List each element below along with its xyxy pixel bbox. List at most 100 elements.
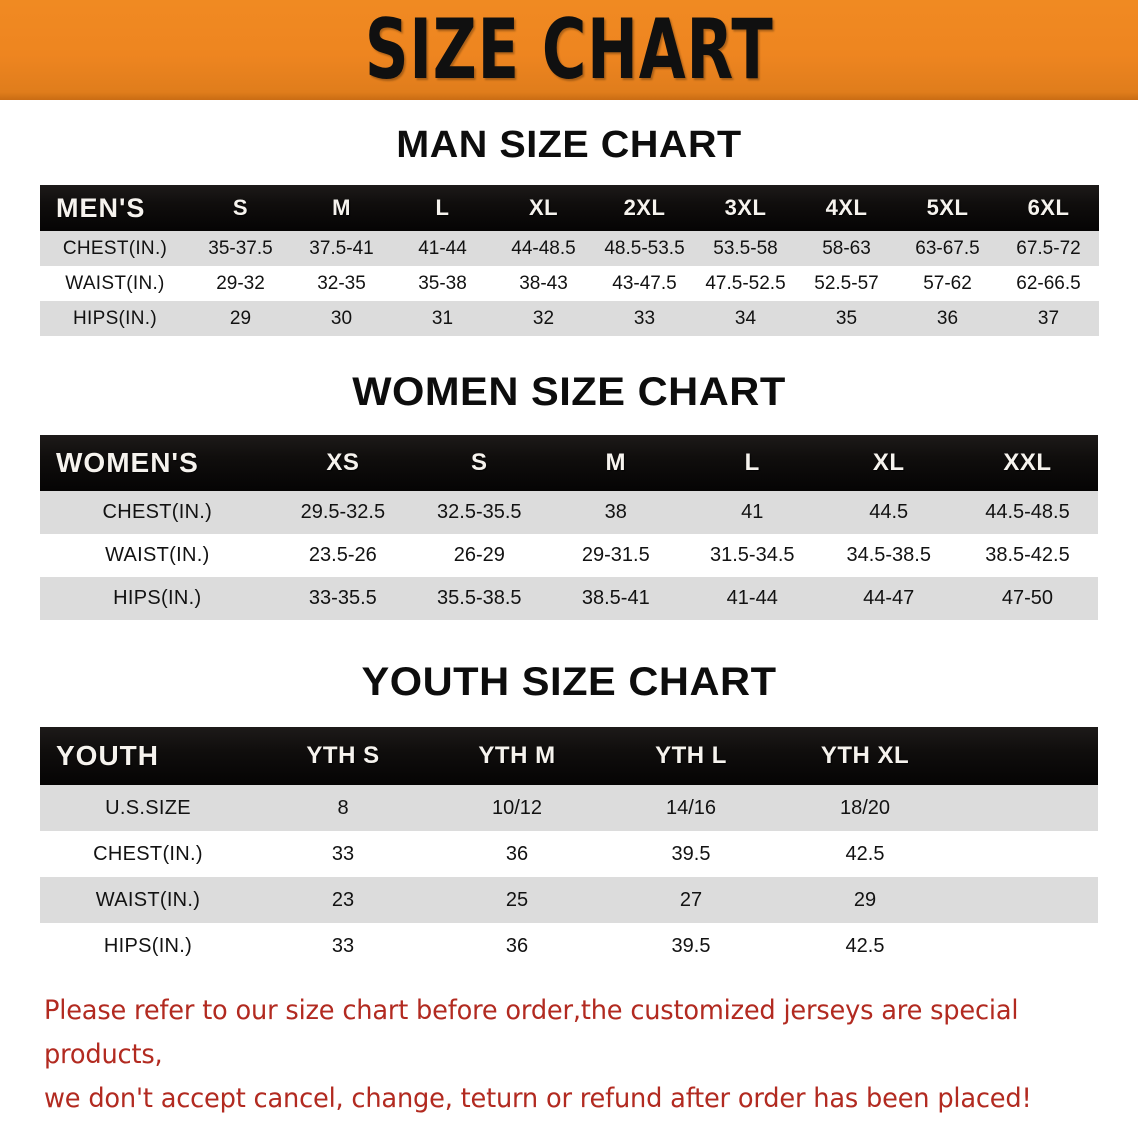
man-hips-s: 29 <box>190 301 291 336</box>
man-waist-5xl: 57-62 <box>897 266 998 301</box>
man-chest-2xl: 48.5-53.5 <box>594 231 695 266</box>
man-hips-l: 31 <box>392 301 493 336</box>
table-row: CHEST(IN.) 35-37.5 37.5-41 41-44 44-48.5… <box>40 231 1099 266</box>
youth-ussize-m: 10/12 <box>430 785 604 831</box>
table-row: WAIST(IN.) 23.5-26 26-29 29-31.5 31.5-34… <box>40 534 1098 577</box>
youth-row-filler <box>952 923 1098 969</box>
man-waist-l: 35-38 <box>392 266 493 301</box>
man-waist-xl: 38-43 <box>493 266 594 301</box>
women-table-header-row: WOMEN'S XS S M L XL XXL <box>40 435 1098 491</box>
man-hips-3xl: 34 <box>695 301 796 336</box>
youth-row-filler <box>952 785 1098 831</box>
women-chest-xxl: 44.5-48.5 <box>956 491 1098 534</box>
youth-ussize-s: 8 <box>256 785 430 831</box>
youth-hips-s: 33 <box>256 923 430 969</box>
women-waist-xl: 34.5-38.5 <box>820 534 957 577</box>
youth-row-label-hips: HIPS(IN.) <box>40 923 256 969</box>
youth-row-label-us-size: U.S.SIZE <box>40 785 256 831</box>
women-col-header-xl: XL <box>820 435 957 491</box>
youth-col-header-s: YTH S <box>256 727 430 785</box>
man-col-header-4xl: 4XL <box>796 185 897 231</box>
women-chest-l: 41 <box>684 491 821 534</box>
man-waist-3xl: 47.5-52.5 <box>695 266 796 301</box>
women-waist-xs: 23.5-26 <box>274 534 412 577</box>
women-corner-label: WOMEN'S <box>40 435 275 491</box>
table-row: WAIST(IN.) 29-32 32-35 35-38 38-43 43-47… <box>40 266 1099 301</box>
man-col-header-5xl: 5XL <box>897 185 998 231</box>
women-chest-xl: 44.5 <box>820 491 957 534</box>
women-chest-s: 32.5-35.5 <box>411 491 548 534</box>
man-col-header-6xl: 6XL <box>998 185 1099 231</box>
man-row-label-chest: CHEST(IN.) <box>40 231 190 266</box>
man-chest-5xl: 63-67.5 <box>897 231 998 266</box>
youth-section-title: YOUTH SIZE CHART <box>361 660 777 704</box>
table-row: HIPS(IN.) 29 30 31 32 33 34 35 36 37 <box>40 301 1099 336</box>
youth-waist-l: 27 <box>604 877 778 923</box>
women-waist-l: 31.5-34.5 <box>684 534 821 577</box>
man-hips-5xl: 36 <box>897 301 998 336</box>
disclaimer-text: Please refer to our size chart before or… <box>44 989 1042 1121</box>
page-title: SIZE CHART <box>364 1 774 99</box>
man-corner-label: MEN'S <box>40 185 190 231</box>
man-chest-xl: 44-48.5 <box>493 231 594 266</box>
man-col-header-s: S <box>190 185 291 231</box>
youth-chest-l: 39.5 <box>604 831 778 877</box>
man-waist-s: 29-32 <box>190 266 291 301</box>
youth-waist-xl: 29 <box>778 877 952 923</box>
women-section-title: WOMEN SIZE CHART <box>352 370 786 414</box>
women-waist-xxl: 38.5-42.5 <box>956 534 1098 577</box>
man-row-label-waist: WAIST(IN.) <box>40 266 190 301</box>
women-row-label-hips: HIPS(IN.) <box>40 577 275 620</box>
man-chest-s: 35-37.5 <box>190 231 291 266</box>
man-section-title: MAN SIZE CHART <box>396 124 742 166</box>
man-chest-3xl: 53.5-58 <box>695 231 796 266</box>
women-size-table: WOMEN'S XS S M L XL XXL CHEST(IN.) 29.5-… <box>40 435 1098 620</box>
man-hips-m: 30 <box>291 301 392 336</box>
youth-row-label-waist: WAIST(IN.) <box>40 877 256 923</box>
women-col-header-s: S <box>411 435 548 491</box>
man-col-header-xl: XL <box>493 185 594 231</box>
man-table-wrap: MEN'S S M L XL 2XL 3XL 4XL 5XL 6XL CHEST… <box>40 185 1099 336</box>
youth-hips-m: 36 <box>430 923 604 969</box>
women-hips-m: 38.5-41 <box>547 577 685 620</box>
man-hips-6xl: 37 <box>998 301 1099 336</box>
man-col-header-3xl: 3XL <box>695 185 796 231</box>
man-chest-m: 37.5-41 <box>291 231 392 266</box>
women-col-header-m: M <box>547 435 685 491</box>
youth-waist-m: 25 <box>430 877 604 923</box>
man-waist-6xl: 62-66.5 <box>998 266 1099 301</box>
women-hips-xl: 44-47 <box>820 577 957 620</box>
youth-table-wrap: YOUTH YTH S YTH M YTH L YTH XL U.S.SIZE … <box>40 727 1098 969</box>
man-col-header-m: M <box>291 185 392 231</box>
man-size-table: MEN'S S M L XL 2XL 3XL 4XL 5XL 6XL CHEST… <box>40 185 1099 336</box>
women-chest-xs: 29.5-32.5 <box>274 491 412 534</box>
youth-table-header-row: YOUTH YTH S YTH M YTH L YTH XL <box>40 727 1098 785</box>
table-row: CHEST(IN.) 29.5-32.5 32.5-35.5 38 41 44.… <box>40 491 1098 534</box>
man-waist-m: 32-35 <box>291 266 392 301</box>
man-chest-l: 41-44 <box>392 231 493 266</box>
women-waist-m: 29-31.5 <box>547 534 685 577</box>
page-banner: SIZE CHART <box>0 0 1138 100</box>
man-chest-6xl: 67.5-72 <box>998 231 1099 266</box>
women-chest-m: 38 <box>547 491 685 534</box>
women-hips-s: 35.5-38.5 <box>411 577 548 620</box>
disclaimer-line-2: we don't accept cancel, change, teturn o… <box>44 1083 1032 1114</box>
youth-col-header-m: YTH M <box>430 727 604 785</box>
youth-hips-l: 39.5 <box>604 923 778 969</box>
man-col-header-l: L <box>392 185 493 231</box>
women-row-label-waist: WAIST(IN.) <box>40 534 275 577</box>
youth-ussize-xl: 18/20 <box>778 785 952 831</box>
man-row-label-hips: HIPS(IN.) <box>40 301 190 336</box>
youth-chest-s: 33 <box>256 831 430 877</box>
women-col-header-xxl: XXL <box>956 435 1098 491</box>
youth-row-filler <box>952 831 1098 877</box>
women-row-label-chest: CHEST(IN.) <box>40 491 275 534</box>
table-row: HIPS(IN.) 33-35.5 35.5-38.5 38.5-41 41-4… <box>40 577 1098 620</box>
man-waist-2xl: 43-47.5 <box>594 266 695 301</box>
youth-row-filler <box>952 877 1098 923</box>
man-hips-2xl: 33 <box>594 301 695 336</box>
disclaimer-line-1: Please refer to our size chart before or… <box>44 995 1019 1070</box>
women-col-header-l: L <box>684 435 821 491</box>
women-hips-l: 41-44 <box>684 577 821 620</box>
women-waist-s: 26-29 <box>411 534 548 577</box>
